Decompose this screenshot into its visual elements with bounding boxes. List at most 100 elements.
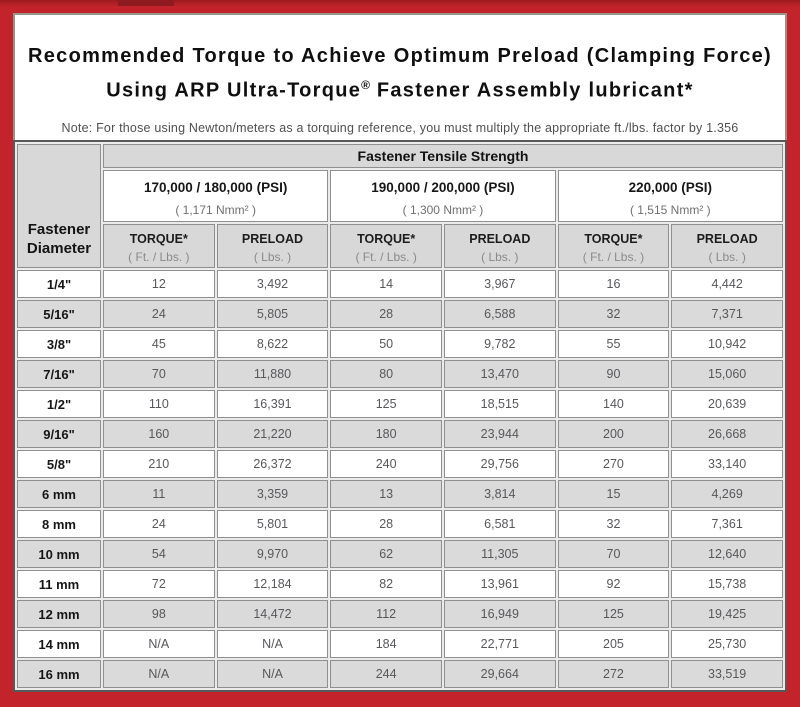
preload-value-cell: 9,782 bbox=[443, 330, 556, 358]
header-row-tensile: Fastener Diameter Fastener Tensile Streng… bbox=[17, 144, 783, 268]
torque-value-cell: 28 bbox=[330, 510, 442, 538]
diameter-cell: 14 mm bbox=[17, 630, 101, 658]
fastener-diameter-header: Fastener Diameter bbox=[17, 144, 101, 268]
torque-value-cell: 11 bbox=[103, 480, 215, 508]
table-row: 7/16" 70 11,880 80 13,470 90 15,060 bbox=[17, 360, 783, 388]
preload-value-cell: 13,470 bbox=[443, 360, 556, 388]
psi-group-2-psi: 190,000 / 200,000 (PSI) bbox=[371, 180, 515, 195]
preload-value-cell: 13,961 bbox=[443, 570, 556, 598]
torque-value-cell: 270 bbox=[557, 450, 670, 478]
table-row: 5/8" 210 26,372 240 29,756 270 33,140 bbox=[17, 450, 783, 478]
torque-value-cell: 13 bbox=[330, 480, 442, 508]
preload-value-cell: 16,949 bbox=[443, 600, 556, 628]
torque-table: Fastener Diameter Fastener Tensile Streng… bbox=[13, 140, 787, 692]
table-row: 1/4" 12 3,492 14 3,967 16 4,442 bbox=[17, 270, 783, 298]
preload-value-cell: 10,942 bbox=[671, 330, 783, 358]
preload-value-cell: 21,220 bbox=[216, 420, 329, 448]
page-title: Recommended Torque to Achieve Optimum Pr… bbox=[15, 15, 785, 106]
torque-value-cell: 55 bbox=[557, 330, 670, 358]
torque-value-cell: N/A bbox=[103, 630, 215, 658]
torque-value-cell: 125 bbox=[330, 390, 442, 418]
preload-value-cell: N/A bbox=[216, 630, 329, 658]
torque-value-cell: 32 bbox=[557, 300, 670, 328]
torque-value-cell: 24 bbox=[103, 510, 215, 538]
torque-value-cell: 140 bbox=[557, 390, 670, 418]
preload-value-cell: 14,472 bbox=[216, 600, 329, 628]
torque-value-cell: 70 bbox=[557, 540, 670, 568]
torque-value-cell: 272 bbox=[557, 660, 670, 688]
top-edge-shade bbox=[0, 0, 800, 7]
diameter-cell: 8 mm bbox=[17, 510, 101, 538]
preload-value-cell: 15,060 bbox=[671, 360, 783, 388]
preload-value-cell: 7,361 bbox=[671, 510, 783, 538]
preload-value-cell: 8,622 bbox=[216, 330, 329, 358]
torque-value-cell: 16 bbox=[557, 270, 670, 298]
tensile-strength-header: Fastener Tensile Strength bbox=[103, 144, 783, 168]
torque-value-cell: 180 bbox=[330, 420, 442, 448]
preload-column-header: PRELOAD ( Lbs. ) bbox=[443, 224, 556, 268]
torque-value-cell: 50 bbox=[330, 330, 442, 358]
torque-value-cell: 70 bbox=[103, 360, 215, 388]
preload-value-cell: 29,664 bbox=[443, 660, 556, 688]
preload-value-cell: 29,756 bbox=[443, 450, 556, 478]
diameter-cell: 3/8" bbox=[17, 330, 101, 358]
diameter-cell: 16 mm bbox=[17, 660, 101, 688]
preload-value-cell: 6,588 bbox=[443, 300, 556, 328]
title-line-1: Recommended Torque to Achieve Optimum Pr… bbox=[27, 45, 773, 67]
torque-value-cell: 244 bbox=[330, 660, 442, 688]
psi-group-1-psi: 170,000 / 180,000 (PSI) bbox=[143, 180, 288, 195]
torque-value-cell: 28 bbox=[330, 300, 442, 328]
preload-value-cell: 6,581 bbox=[443, 510, 556, 538]
preload-value-cell: 33,519 bbox=[671, 660, 783, 688]
torque-value-cell: 125 bbox=[557, 600, 670, 628]
table-row: 6 mm 11 3,359 13 3,814 15 4,269 bbox=[17, 480, 783, 508]
diameter-cell: 5/8" bbox=[17, 450, 101, 478]
preload-value-cell: 23,944 bbox=[443, 420, 556, 448]
table-row: 8 mm 24 5,801 28 6,581 32 7,361 bbox=[17, 510, 783, 538]
torque-column-header: TORQUE* ( Ft. / Lbs. ) bbox=[103, 224, 215, 268]
table-row: 9/16" 160 21,220 180 23,944 200 26,668 bbox=[17, 420, 783, 448]
torque-value-cell: 184 bbox=[330, 630, 442, 658]
diameter-cell: 6 mm bbox=[17, 480, 101, 508]
torque-column-header: TORQUE* ( Ft. / Lbs. ) bbox=[330, 224, 442, 268]
preload-value-cell: 7,371 bbox=[671, 300, 783, 328]
torque-value-cell: 240 bbox=[330, 450, 442, 478]
psi-group-1-nmm: ( 1,171 Nmm² ) bbox=[175, 203, 256, 217]
preload-value-cell: N/A bbox=[216, 660, 329, 688]
preload-value-cell: 16,391 bbox=[216, 390, 329, 418]
psi-group-3-header: 220,000 (PSI) ( 1,515 Nmm² ) bbox=[557, 170, 783, 222]
preload-value-cell: 33,140 bbox=[671, 450, 783, 478]
preload-value-cell: 3,967 bbox=[443, 270, 556, 298]
preload-value-cell: 25,730 bbox=[671, 630, 783, 658]
table-row: 1/2" 110 16,391 125 18,515 140 20,639 bbox=[17, 390, 783, 418]
diameter-cell: 1/2" bbox=[17, 390, 101, 418]
torque-value-cell: 200 bbox=[557, 420, 670, 448]
diameter-cell: 12 mm bbox=[17, 600, 101, 628]
preload-value-cell: 3,359 bbox=[216, 480, 329, 508]
diameter-cell: 9/16" bbox=[17, 420, 101, 448]
preload-value-cell: 9,970 bbox=[216, 540, 329, 568]
preload-value-cell: 11,305 bbox=[443, 540, 556, 568]
torque-value-cell: 24 bbox=[103, 300, 215, 328]
torque-value-cell: 110 bbox=[103, 390, 215, 418]
table-row: 11 mm 72 12,184 82 13,961 92 15,738 bbox=[17, 570, 783, 598]
diameter-cell: 5/16" bbox=[17, 300, 101, 328]
preload-value-cell: 4,269 bbox=[671, 480, 783, 508]
preload-value-cell: 4,442 bbox=[671, 270, 783, 298]
header-row-psi: 170,000 / 180,000 (PSI) ( 1,171 Nmm² ) 1… bbox=[17, 170, 783, 222]
preload-value-cell: 11,880 bbox=[216, 360, 329, 388]
table-row: 3/8" 45 8,622 50 9,782 55 10,942 bbox=[17, 330, 783, 358]
diameter-cell: 7/16" bbox=[17, 360, 101, 388]
preload-column-header: PRELOAD ( Lbs. ) bbox=[216, 224, 329, 268]
note-text: Note: For those using Newton/meters as a… bbox=[61, 120, 739, 135]
torque-value-cell: 210 bbox=[103, 450, 215, 478]
table-row: 5/16" 24 5,805 28 6,588 32 7,371 bbox=[17, 300, 783, 328]
title-line-2: Using ARP Ultra-Torque® Fastener Assembl… bbox=[106, 78, 694, 102]
preload-value-cell: 15,738 bbox=[671, 570, 783, 598]
preload-value-cell: 20,639 bbox=[671, 390, 783, 418]
preload-value-cell: 18,515 bbox=[443, 390, 556, 418]
preload-value-cell: 26,372 bbox=[216, 450, 329, 478]
preload-value-cell: 22,771 bbox=[443, 630, 556, 658]
preload-column-header: PRELOAD ( Lbs. ) bbox=[671, 224, 783, 268]
table-row: 16 mm N/A N/A 244 29,664 272 33,519 bbox=[17, 660, 783, 688]
